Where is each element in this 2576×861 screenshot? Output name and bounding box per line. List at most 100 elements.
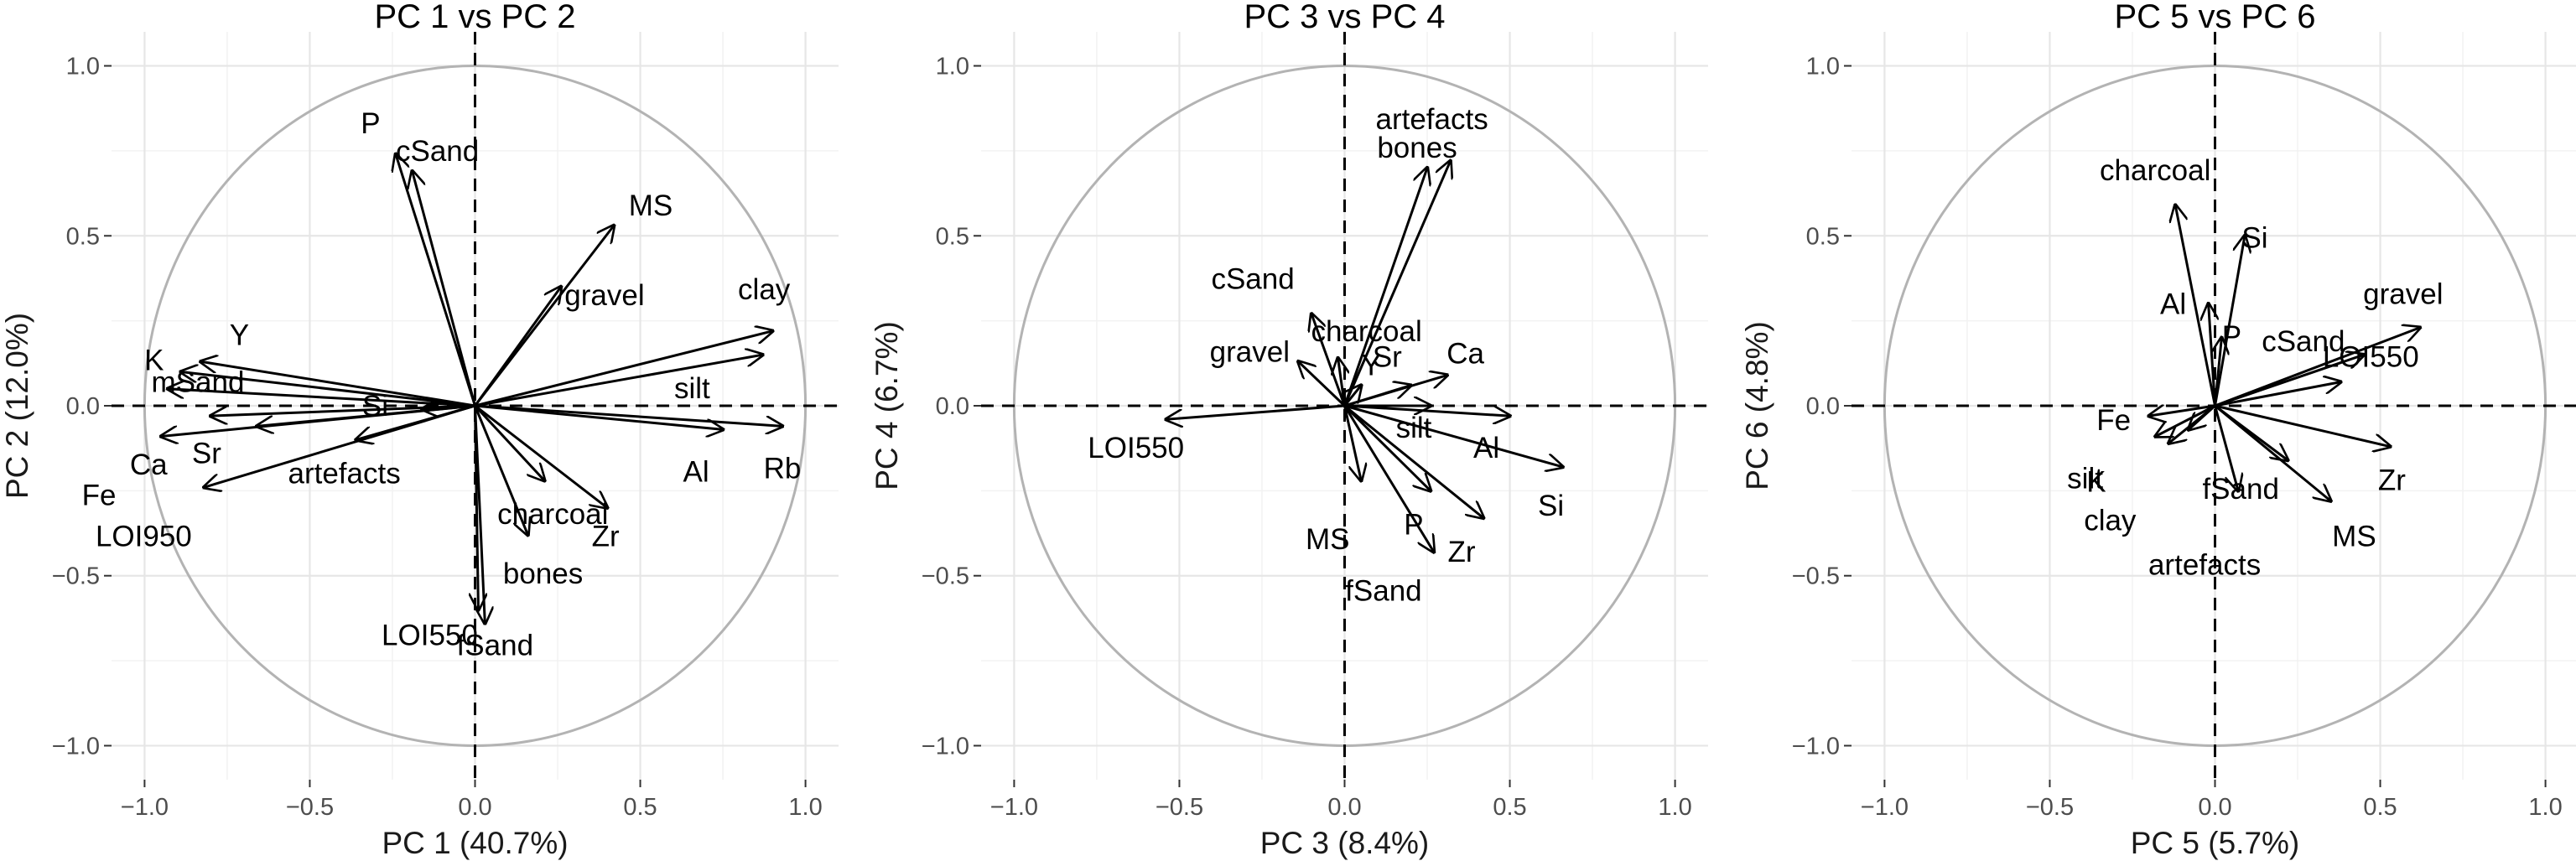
y-tick-label: −1.0 [922,733,969,760]
label-fsand: fSand [457,629,533,661]
x-axis-label: PC 3 (8.4%) [1260,826,1430,860]
arrow-si [2214,236,2245,407]
label-fe: Fe [2096,404,2131,437]
arrow-csand [413,171,476,407]
label-al: Al [2160,288,2186,320]
x-tick-label: 0.5 [1493,794,1526,821]
label-p: P [2222,320,2241,353]
y-tick-label: 1.0 [1806,54,1840,80]
label-y: Y [230,319,249,351]
arrow-y [200,361,475,407]
arrow-loi550 [1166,404,1345,419]
panel-2: −1.0 −0.5 0.0 0.5 1.0 −1.0 −0.5 0.0 0.5 1.0 artefa… [870,0,1708,860]
y-axis-label: PC 4 (6.7%) [870,321,904,490]
x-axis-label: PC 5 (5.7%) [2131,826,2300,860]
arrow-fe [2149,406,2215,416]
label-artefacts: artefacts [2148,548,2261,581]
label-loi550: LOI550 [1088,432,1184,464]
arrow-clay [475,331,773,407]
label-y: Y [1362,350,1381,382]
label-ms: MS [1306,523,1350,556]
label-csand: cSand [396,135,479,168]
arrow-charcoal [474,404,545,480]
label-sr: Sr [1373,341,1402,374]
label-fsand: fSand [2202,473,2278,506]
label-zr: Zr [1447,536,1475,568]
x-tick-label: −0.5 [286,794,334,821]
label-silt: silt [2067,462,2103,495]
panel-3: −1.0 −0.5 0.0 0.5 1.0 −1.0 −0.5 0.0 0.5 1.0 charco… [1740,0,2576,860]
arrow-zr [2215,404,2391,447]
panel-title: PC 5 vs PC 6 [2114,0,2315,35]
label-sr: Sr [192,437,221,469]
arrow-zr [1343,404,1484,518]
arrow-bones [474,405,528,535]
arrow-y [1345,386,1362,407]
x-tick-label: −1.0 [121,794,169,821]
label-rb: Rb [764,452,802,485]
panel-1: −1.0 −0.5 0.0 0.5 1.0 −1.0 −0.5 0.0 0.5 1.0 PcSand… [0,0,839,860]
arrow-csand [1311,314,1346,407]
y-tick-label: 0.5 [936,223,969,250]
label-gravel: gravel [2363,278,2443,311]
x-tick-label: 0.5 [2363,794,2397,821]
arrow-artefacts [1343,161,1451,407]
arrow-p [2215,338,2222,407]
arrow-clay [2168,404,2216,443]
label-si: Si [1538,490,1564,522]
y-tick-label: −0.5 [1792,563,1840,590]
arrow-fe [161,404,475,436]
arrow-zr [474,404,608,508]
x-tick-label: 0.5 [623,794,657,821]
arrow-ms [2214,404,2331,501]
x-tick-label: 1.0 [788,794,822,821]
label-csand: cSand [2262,325,2345,358]
arrow-p [396,154,476,407]
label-charcoal: charcoal [1311,315,1421,348]
y-tick-label: −0.5 [52,563,100,590]
x-tick-label: 0.0 [1327,794,1361,821]
label-ca: Ca [130,449,168,481]
label-silt: silt [674,372,710,405]
x-tick-label: −1.0 [1861,794,1909,821]
arrow-artefacts [2214,405,2239,490]
label-si: Si [2241,221,2267,254]
arrow-bones [1343,168,1428,407]
arrow-loi550 [475,405,479,609]
x-tick-label: 0.0 [458,794,491,821]
x-tick-label: −0.5 [1156,794,1203,821]
label-loi950: LOI950 [96,520,192,552]
arrow-si [1344,404,1563,467]
arrow-loi950 [204,404,475,487]
arrow-gravel [1298,361,1346,407]
y-tick-label: 1.0 [936,54,969,80]
x-tick-label: −1.0 [990,794,1038,821]
arrow-charcoal [2175,205,2216,407]
y-axis-label: PC 2 (12.0%) [0,313,34,499]
label-bones: bones [503,558,583,590]
y-tick-label: −1.0 [52,733,100,760]
x-tick-label: 0.0 [2198,794,2231,821]
y-axis-label: PC 6 (4.8%) [1740,321,1774,490]
label-gravel: gravel [1210,335,1290,368]
label-fsand: fSand [1345,574,1421,607]
label-p: P [361,107,380,140]
x-tick-label: 1.0 [2528,794,2562,821]
label-al: Al [683,455,709,488]
y-tick-label: −0.5 [922,563,969,590]
label-zr: Zr [592,521,620,553]
y-tick-label: −1.0 [1792,733,1840,760]
label-k: K [2086,465,2106,498]
label-zr: Zr [2378,464,2406,497]
label-loi550: LOI550 [2323,341,2419,374]
arrow-al [475,404,724,429]
label-k: K [144,344,164,376]
label-msand: mSand [152,366,245,399]
arrow-fsand [1343,405,1434,552]
label-ms: MS [629,189,673,222]
arrow-ms [1343,405,1362,480]
y-tick-label: 0.0 [936,393,969,420]
label-p: P [1404,508,1423,541]
